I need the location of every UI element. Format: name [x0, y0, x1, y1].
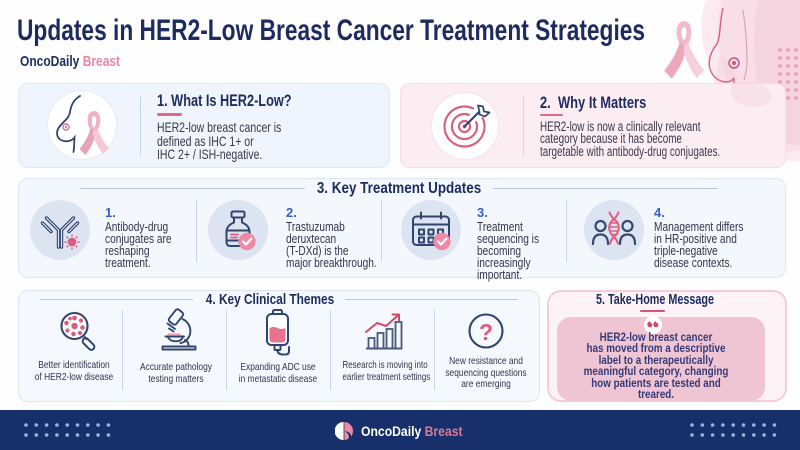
svg-text:?: ? [479, 319, 493, 345]
